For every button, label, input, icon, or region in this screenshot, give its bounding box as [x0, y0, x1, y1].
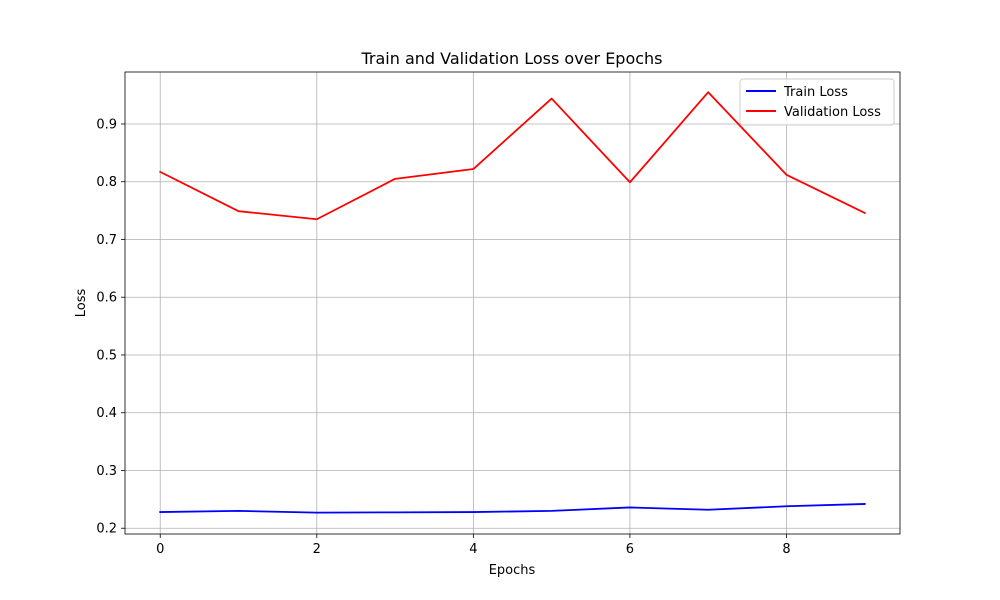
chart-title: Train and Validation Loss over Epochs [360, 49, 662, 68]
y-tick-label: 0.7 [96, 233, 117, 248]
series-line-train-loss [159, 503, 866, 514]
legend-box [739, 78, 895, 126]
y-tick-label: 0.9 [96, 117, 117, 132]
legend: Train Loss Validation Loss [739, 78, 895, 126]
y-tick-label: 0.6 [96, 291, 117, 306]
series-line-validation-loss [159, 91, 866, 221]
x-tick-label: 8 [782, 542, 790, 557]
legend-label-train-loss: Train Loss [783, 85, 848, 100]
series-lines [159, 91, 866, 514]
axis-ticks: 0 2 4 6 8 0.2 0.3 0.4 0.5 0.6 0.7 0.8 0.9 [96, 117, 790, 557]
x-tick-label: 0 [156, 542, 164, 557]
plot-area-frame [124, 71, 901, 535]
y-tick-label: 0.3 [96, 464, 117, 479]
legend-label-validation-loss: Validation Loss [784, 105, 881, 120]
grid [125, 72, 900, 534]
x-tick-label: 2 [313, 542, 321, 557]
y-tick-label: 0.5 [96, 348, 117, 363]
x-axis-label: Epochs [489, 563, 536, 578]
y-tick-label: 0.4 [96, 406, 117, 421]
x-tick-label: 4 [469, 542, 477, 557]
y-tick-label: 0.2 [96, 522, 117, 537]
y-axis-label: Loss [74, 289, 89, 318]
x-tick-label: 6 [626, 542, 634, 557]
y-tick-label: 0.8 [96, 175, 117, 190]
